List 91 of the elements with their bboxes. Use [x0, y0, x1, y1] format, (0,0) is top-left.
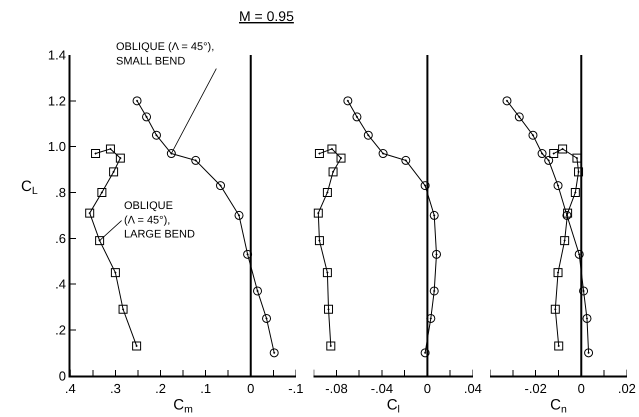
- point: [430, 286, 439, 296]
- point: [132, 341, 142, 350]
- x-tick-label: .2: [155, 381, 166, 396]
- point: [118, 304, 128, 314]
- x-axis-title: C$_{l}$: [386, 396, 400, 416]
- y-tick-label: 1.2: [48, 93, 66, 108]
- point: [550, 304, 560, 314]
- point: [328, 167, 338, 176]
- point: [262, 314, 272, 323]
- point: [562, 210, 572, 220]
- point: [420, 348, 430, 358]
- point: [166, 149, 176, 158]
- point: [502, 96, 512, 106]
- x-tick-label: -.02: [524, 381, 547, 396]
- point: [216, 181, 226, 190]
- point: [364, 130, 373, 140]
- x-tick-label: .1: [200, 381, 212, 396]
- point: [554, 341, 564, 350]
- point: [270, 348, 279, 358]
- point: [110, 268, 120, 278]
- point: [191, 156, 200, 165]
- point: [574, 250, 584, 259]
- point: [352, 112, 362, 122]
- x-tick-label: 0: [578, 381, 585, 396]
- point: [85, 208, 94, 218]
- x-tick-label: .4: [64, 381, 76, 396]
- point: [572, 154, 582, 163]
- x-tick-label: 0: [424, 381, 432, 396]
- point: [322, 188, 332, 197]
- point: [314, 149, 324, 158]
- point: [97, 188, 106, 197]
- point: [326, 341, 336, 350]
- point: [142, 112, 152, 122]
- y-tick-label: 1.4: [48, 48, 66, 63]
- point: [324, 304, 334, 314]
- point: [514, 112, 524, 122]
- point: [582, 314, 592, 323]
- point: [554, 268, 563, 278]
- point: [327, 144, 336, 154]
- x-tick-label: .02: [618, 381, 636, 396]
- point: [584, 348, 594, 358]
- point: [314, 236, 324, 246]
- point: [106, 144, 115, 154]
- x-axis-title: C$_{n}$: [550, 396, 567, 416]
- point: [132, 96, 142, 106]
- x-tick-label: -.1: [288, 381, 304, 396]
- point: [152, 130, 161, 140]
- point: [554, 181, 563, 190]
- point: [109, 167, 118, 176]
- point: [549, 149, 558, 158]
- point: [322, 268, 332, 278]
- x-tick-label: 0: [247, 381, 254, 396]
- x-tick-label: -.08: [325, 381, 348, 396]
- point: [563, 208, 572, 218]
- y-tick-label: .6: [55, 230, 66, 246]
- x-tick-label: .04: [464, 381, 482, 396]
- point: [91, 149, 100, 158]
- y-tick-label: 1.0: [48, 139, 66, 154]
- point: [574, 167, 584, 176]
- point: [253, 286, 262, 296]
- point: [560, 236, 570, 246]
- point: [234, 210, 244, 220]
- point: [420, 181, 430, 190]
- point: [243, 250, 252, 259]
- point: [430, 210, 439, 220]
- x-tick-label: .3: [110, 381, 121, 396]
- point: [528, 130, 538, 140]
- point: [558, 144, 568, 154]
- point: [314, 208, 323, 218]
- point: [544, 156, 554, 165]
- text: OBLIQUE (Λ = 45°), SMALL BEND: [116, 41, 214, 68]
- series-label: OBLIQUE (Λ = 45°), LARGE BEND: [124, 200, 195, 241]
- y-tick-label: .2: [55, 322, 66, 338]
- point: [401, 156, 410, 165]
- point: [570, 188, 580, 197]
- chart-title: M = 0.95: [239, 8, 294, 24]
- point: [426, 314, 436, 323]
- y-axis-title: C$_{L}$: [21, 178, 38, 198]
- point: [378, 149, 388, 158]
- point: [432, 250, 441, 259]
- point: [579, 286, 588, 296]
- y-tick-label: 0: [58, 368, 66, 384]
- y-tick-label: .4: [55, 276, 66, 292]
- x-tick-label: -.04: [370, 381, 394, 396]
- y-tick-label: .8: [55, 185, 66, 200]
- point: [538, 149, 547, 158]
- point: [343, 96, 352, 106]
- x-axis-title: C$_{m}$: [173, 396, 194, 416]
- point: [336, 154, 346, 163]
- point: [116, 154, 125, 163]
- point: [95, 236, 104, 246]
